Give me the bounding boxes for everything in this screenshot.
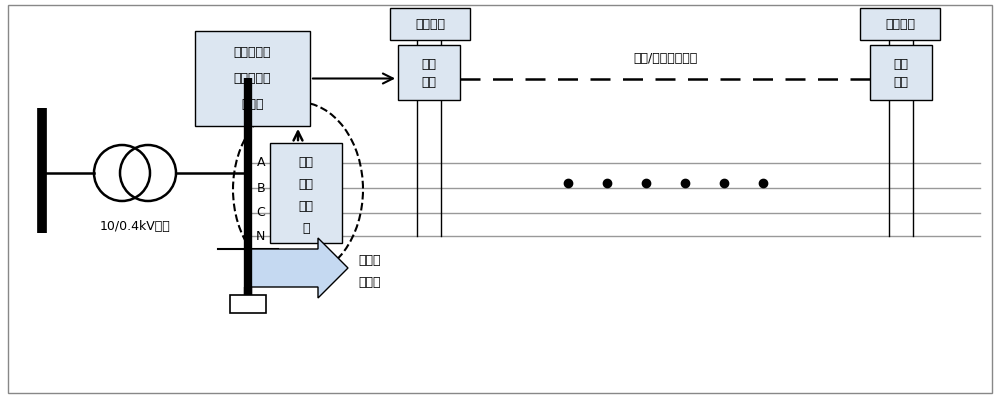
FancyBboxPatch shape: [398, 45, 460, 100]
Text: 用户负荷: 用户负荷: [415, 18, 445, 31]
Text: A: A: [256, 156, 265, 170]
Text: 略，控制选: 略，控制选: [234, 72, 271, 86]
Text: 选相: 选相: [422, 58, 436, 71]
FancyBboxPatch shape: [195, 31, 310, 126]
Text: C: C: [256, 207, 265, 220]
Text: 测装: 测装: [298, 201, 314, 213]
Text: 相负: 相负: [298, 156, 314, 170]
Text: B: B: [256, 181, 265, 195]
Text: N: N: [256, 230, 265, 242]
Text: 形成控制策: 形成控制策: [234, 47, 271, 59]
Text: 有线/无线通信介质: 有线/无线通信介质: [633, 52, 697, 65]
Bar: [230, 295, 266, 313]
FancyBboxPatch shape: [390, 8, 470, 40]
Text: 选相: 选相: [894, 58, 908, 71]
FancyArrow shape: [248, 238, 348, 298]
FancyBboxPatch shape: [870, 45, 932, 100]
Text: 10/0.4kV配变: 10/0.4kV配变: [100, 220, 170, 233]
Text: 荷检: 荷检: [298, 178, 314, 191]
Text: 开关: 开关: [422, 76, 436, 89]
FancyBboxPatch shape: [860, 8, 940, 40]
Text: 其他负: 其他负: [358, 254, 380, 267]
Text: 相开关: 相开关: [241, 98, 264, 111]
Text: 荷出线: 荷出线: [358, 275, 380, 289]
Text: 置: 置: [302, 222, 310, 236]
Text: 开关: 开关: [894, 76, 908, 89]
Text: 用户负荷: 用户负荷: [885, 18, 915, 31]
FancyBboxPatch shape: [270, 143, 342, 243]
